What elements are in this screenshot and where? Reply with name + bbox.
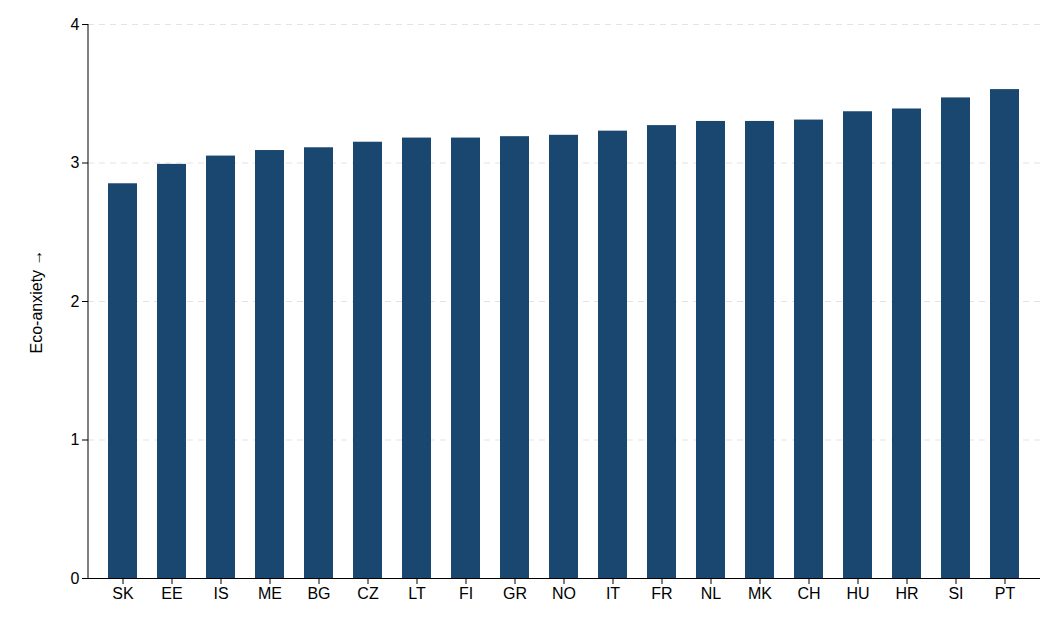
svg-text:FI: FI [459, 585, 473, 602]
svg-text:ME: ME [258, 585, 282, 602]
svg-text:SK: SK [112, 585, 134, 602]
svg-text:NO: NO [552, 585, 576, 602]
svg-text:IS: IS [213, 585, 228, 602]
svg-text:HR: HR [895, 585, 918, 602]
svg-text:NL: NL [701, 585, 722, 602]
svg-text:EE: EE [161, 585, 182, 602]
svg-text:SI: SI [948, 585, 963, 602]
svg-text:HU: HU [846, 585, 869, 602]
svg-text:3: 3 [71, 154, 80, 171]
svg-text:GR: GR [503, 585, 527, 602]
svg-text:0: 0 [71, 570, 80, 587]
svg-text:CH: CH [797, 585, 820, 602]
svg-text:LT: LT [408, 585, 426, 602]
svg-text:1: 1 [71, 431, 80, 448]
svg-text:MK: MK [748, 585, 772, 602]
svg-text:IT: IT [606, 585, 620, 602]
svg-text:BG: BG [307, 585, 330, 602]
svg-text:Eco-anxiety →: Eco-anxiety → [28, 249, 45, 353]
svg-text:4: 4 [71, 16, 80, 33]
svg-text:PT: PT [995, 585, 1016, 602]
svg-text:FR: FR [651, 585, 672, 602]
svg-text:CZ: CZ [357, 585, 379, 602]
svg-text:2: 2 [71, 293, 80, 310]
